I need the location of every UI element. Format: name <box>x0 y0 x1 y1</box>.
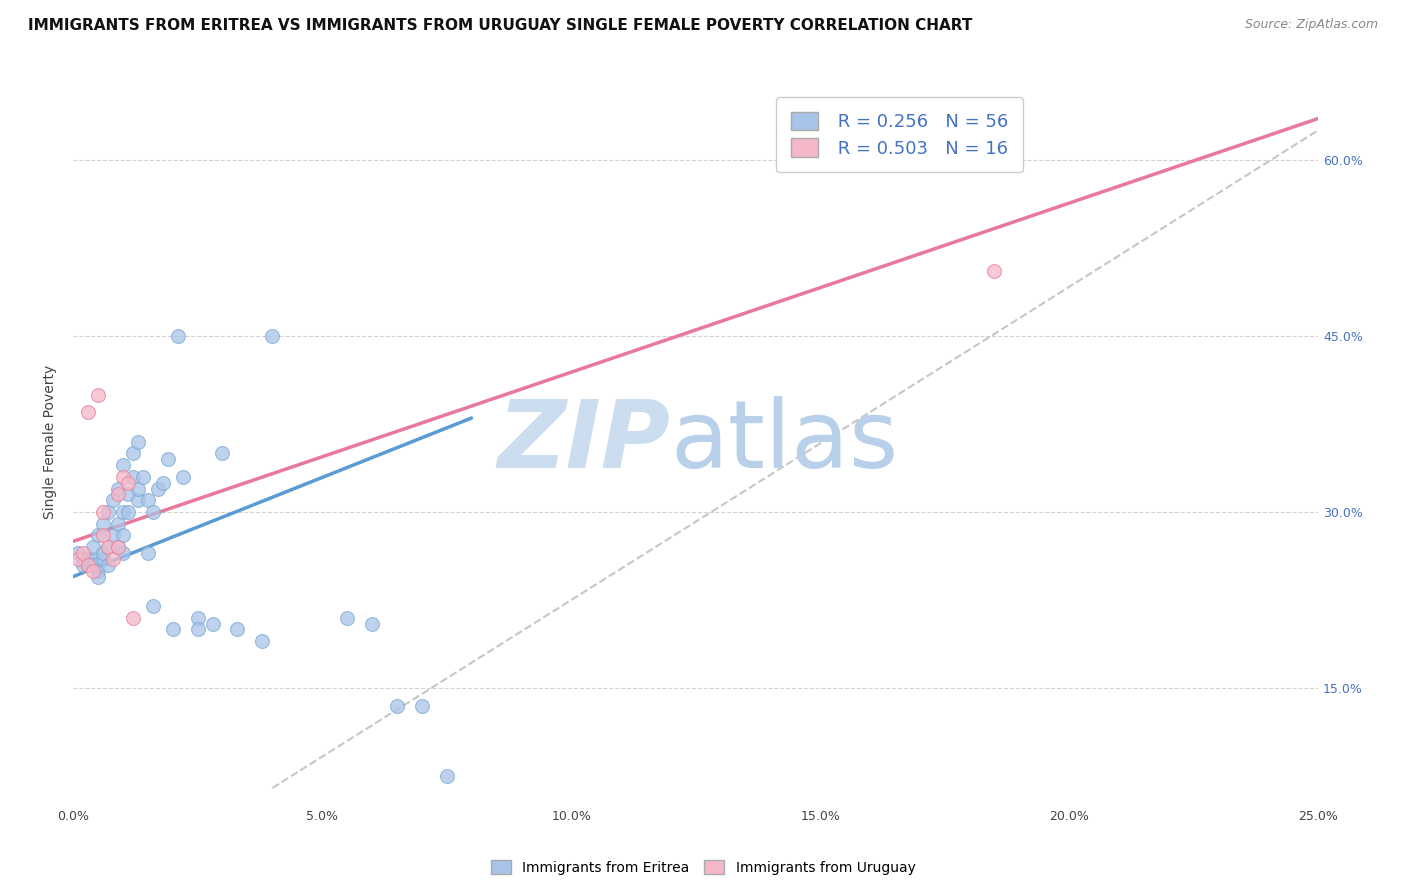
Point <box>117 505 139 519</box>
Point <box>77 405 100 419</box>
Legend: Immigrants from Eritrea, Immigrants from Uruguay: Immigrants from Eritrea, Immigrants from… <box>485 855 921 880</box>
Point <box>101 493 124 508</box>
Point <box>262 328 284 343</box>
Point <box>107 540 129 554</box>
Point <box>361 616 384 631</box>
Point <box>152 475 174 490</box>
Legend:  R = 0.256   N = 56,  R = 0.503   N = 16: R = 0.256 N = 56, R = 0.503 N = 16 <box>776 97 1022 172</box>
Text: atlas: atlas <box>671 395 898 488</box>
Point <box>107 540 129 554</box>
Point <box>91 528 114 542</box>
Text: ZIP: ZIP <box>498 395 671 488</box>
Point <box>211 446 233 460</box>
Point <box>111 546 134 560</box>
Point <box>187 610 209 624</box>
Point <box>82 564 104 578</box>
Point <box>983 264 1005 278</box>
Point <box>132 469 155 483</box>
Point <box>72 558 94 572</box>
Point <box>436 769 458 783</box>
Point <box>91 505 114 519</box>
Point <box>97 558 120 572</box>
Point <box>101 528 124 542</box>
Point <box>101 552 124 566</box>
Point <box>72 552 94 566</box>
Point <box>162 623 184 637</box>
Point <box>411 698 433 713</box>
Text: IMMIGRANTS FROM ERITREA VS IMMIGRANTS FROM URUGUAY SINGLE FEMALE POVERTY CORRELA: IMMIGRANTS FROM ERITREA VS IMMIGRANTS FR… <box>28 18 973 33</box>
Point <box>111 458 134 472</box>
Point <box>91 516 114 531</box>
Text: Source: ZipAtlas.com: Source: ZipAtlas.com <box>1244 18 1378 31</box>
Point <box>117 487 139 501</box>
Point <box>127 434 149 449</box>
Point <box>127 493 149 508</box>
Point <box>111 528 134 542</box>
Point <box>87 569 110 583</box>
Y-axis label: Single Female Poverty: Single Female Poverty <box>44 365 58 518</box>
Point <box>146 482 169 496</box>
Point <box>107 516 129 531</box>
Point <box>156 452 179 467</box>
Point <box>111 505 134 519</box>
Point <box>82 552 104 566</box>
Point <box>172 469 194 483</box>
Point <box>121 446 143 460</box>
Point <box>336 610 359 624</box>
Point <box>67 546 90 560</box>
Point <box>82 558 104 572</box>
Point <box>252 634 274 648</box>
Point <box>226 623 249 637</box>
Point <box>77 558 100 572</box>
Point <box>201 616 224 631</box>
Point <box>107 482 129 496</box>
Point <box>121 469 143 483</box>
Point <box>136 546 159 560</box>
Point <box>166 328 188 343</box>
Point <box>77 558 100 572</box>
Point <box>117 475 139 490</box>
Point <box>67 552 90 566</box>
Point <box>142 505 165 519</box>
Point <box>77 552 100 566</box>
Point <box>111 469 134 483</box>
Point <box>72 546 94 560</box>
Point <box>187 623 209 637</box>
Point <box>87 387 110 401</box>
Point <box>97 540 120 554</box>
Point <box>97 540 120 554</box>
Point <box>91 546 114 560</box>
Point <box>91 552 114 566</box>
Point <box>82 540 104 554</box>
Point <box>136 493 159 508</box>
Point <box>385 698 408 713</box>
Point <box>87 528 110 542</box>
Point <box>97 505 120 519</box>
Point <box>121 610 143 624</box>
Point <box>127 482 149 496</box>
Point <box>107 487 129 501</box>
Point <box>87 564 110 578</box>
Point <box>142 599 165 613</box>
